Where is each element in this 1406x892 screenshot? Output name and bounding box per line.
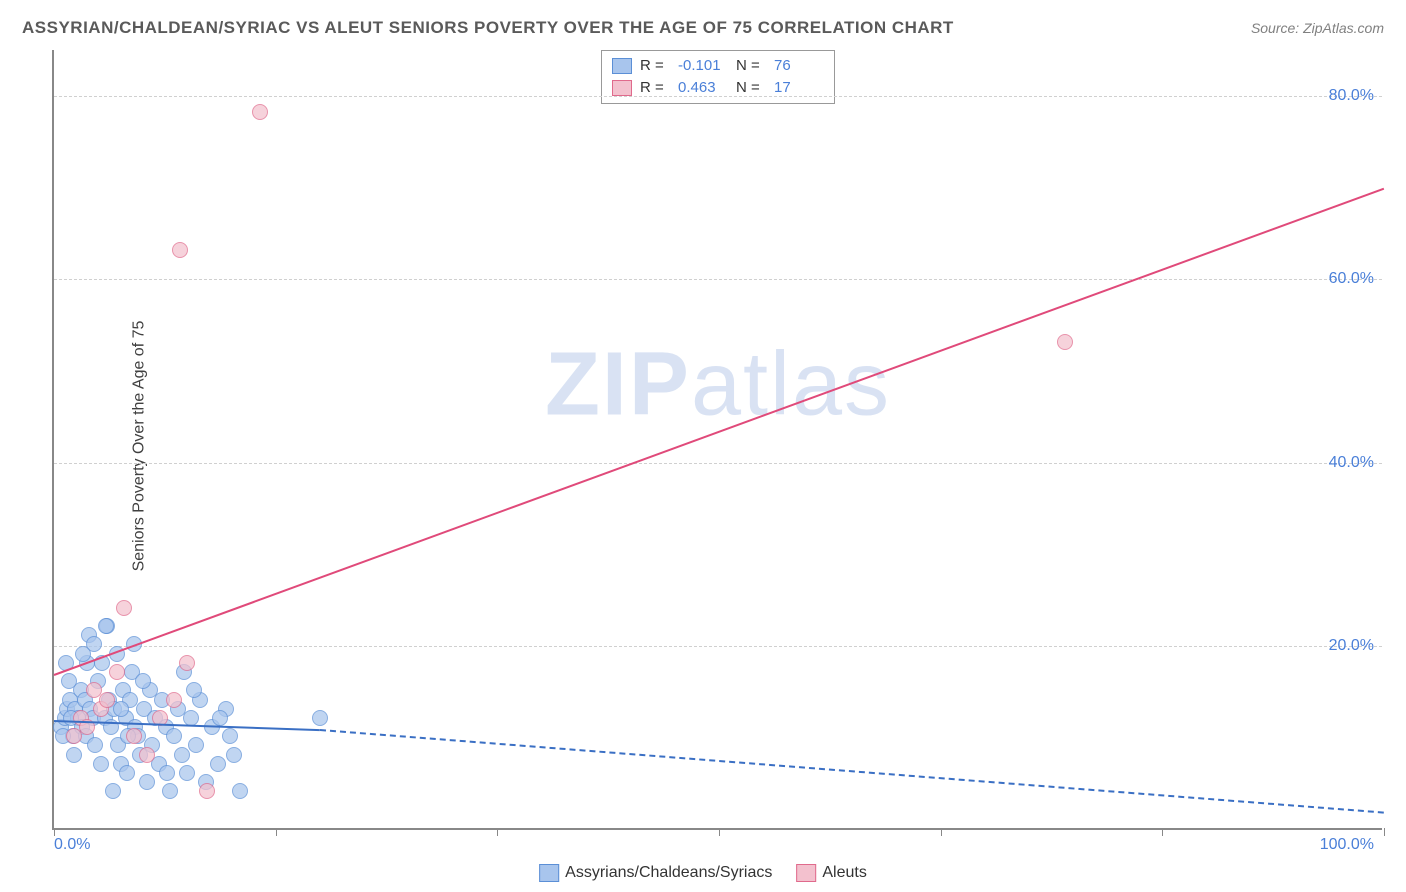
data-point (179, 765, 195, 781)
gridline (54, 96, 1382, 97)
x-tick-min: 0.0% (54, 836, 90, 854)
x-tick (1162, 828, 1163, 836)
r-label: R = (640, 55, 670, 77)
trend-line (320, 729, 1384, 814)
data-point (222, 728, 238, 744)
data-point (75, 646, 91, 662)
legend-row-blue: R = -0.101 N = 76 (612, 55, 824, 77)
gridline (54, 646, 1382, 647)
x-tick (1384, 828, 1385, 836)
x-tick (941, 828, 942, 836)
legend-label-pink: Aleuts (822, 864, 866, 881)
data-point (232, 783, 248, 799)
data-point (135, 673, 151, 689)
series-legend: Assyrians/Chaldeans/Syriacs Aleuts (539, 864, 867, 882)
data-point (61, 673, 77, 689)
y-tick-label: 20.0% (1329, 637, 1374, 655)
y-tick-label: 60.0% (1329, 270, 1374, 288)
chart-container: ASSYRIAN/CHALDEAN/SYRIAC VS ALEUT SENIOR… (0, 0, 1406, 892)
x-tick-max: 100.0% (1320, 836, 1374, 854)
data-point (139, 774, 155, 790)
data-point (113, 701, 129, 717)
legend-item-blue: Assyrians/Chaldeans/Syriacs (539, 864, 772, 882)
data-point (139, 747, 155, 763)
data-point (105, 783, 121, 799)
trend-line (54, 188, 1385, 676)
data-point (116, 600, 132, 616)
data-point (199, 783, 215, 799)
n-label: N = (736, 55, 766, 77)
data-point (166, 692, 182, 708)
data-point (226, 747, 242, 763)
data-point (109, 664, 125, 680)
data-point (87, 737, 103, 753)
swatch-blue-icon (612, 58, 632, 74)
data-point (312, 710, 328, 726)
gridline (54, 463, 1382, 464)
data-point (188, 737, 204, 753)
data-point (174, 747, 190, 763)
data-point (186, 682, 202, 698)
x-tick (497, 828, 498, 836)
data-point (179, 655, 195, 671)
x-tick (276, 828, 277, 836)
chart-title: ASSYRIAN/CHALDEAN/SYRIAC VS ALEUT SENIOR… (22, 18, 954, 38)
data-point (166, 728, 182, 744)
data-point (126, 728, 142, 744)
data-point (212, 710, 228, 726)
data-point (252, 104, 268, 120)
data-point (159, 765, 175, 781)
data-point (172, 242, 188, 258)
watermark-text: ZIPatlas (545, 333, 891, 436)
data-point (93, 756, 109, 772)
data-point (66, 747, 82, 763)
data-point (210, 756, 226, 772)
data-point (183, 710, 199, 726)
x-tick (719, 828, 720, 836)
swatch-pink-icon (612, 80, 632, 96)
gridline (54, 279, 1382, 280)
plot-area: ZIPatlas R = -0.101 N = 76 R = 0.463 N =… (52, 50, 1382, 830)
n-value-blue: 76 (774, 55, 824, 77)
data-point (119, 765, 135, 781)
legend-label-blue: Assyrians/Chaldeans/Syriacs (565, 864, 772, 881)
y-tick-label: 80.0% (1329, 87, 1374, 105)
data-point (98, 618, 114, 634)
source-label: Source: ZipAtlas.com (1251, 20, 1384, 36)
swatch-pink-icon (796, 864, 816, 882)
x-tick (54, 828, 55, 836)
data-point (162, 783, 178, 799)
legend-item-pink: Aleuts (796, 864, 866, 882)
y-tick-label: 40.0% (1329, 454, 1374, 472)
data-point (99, 692, 115, 708)
r-value-blue: -0.101 (678, 55, 728, 77)
swatch-blue-icon (539, 864, 559, 882)
data-point (1057, 334, 1073, 350)
